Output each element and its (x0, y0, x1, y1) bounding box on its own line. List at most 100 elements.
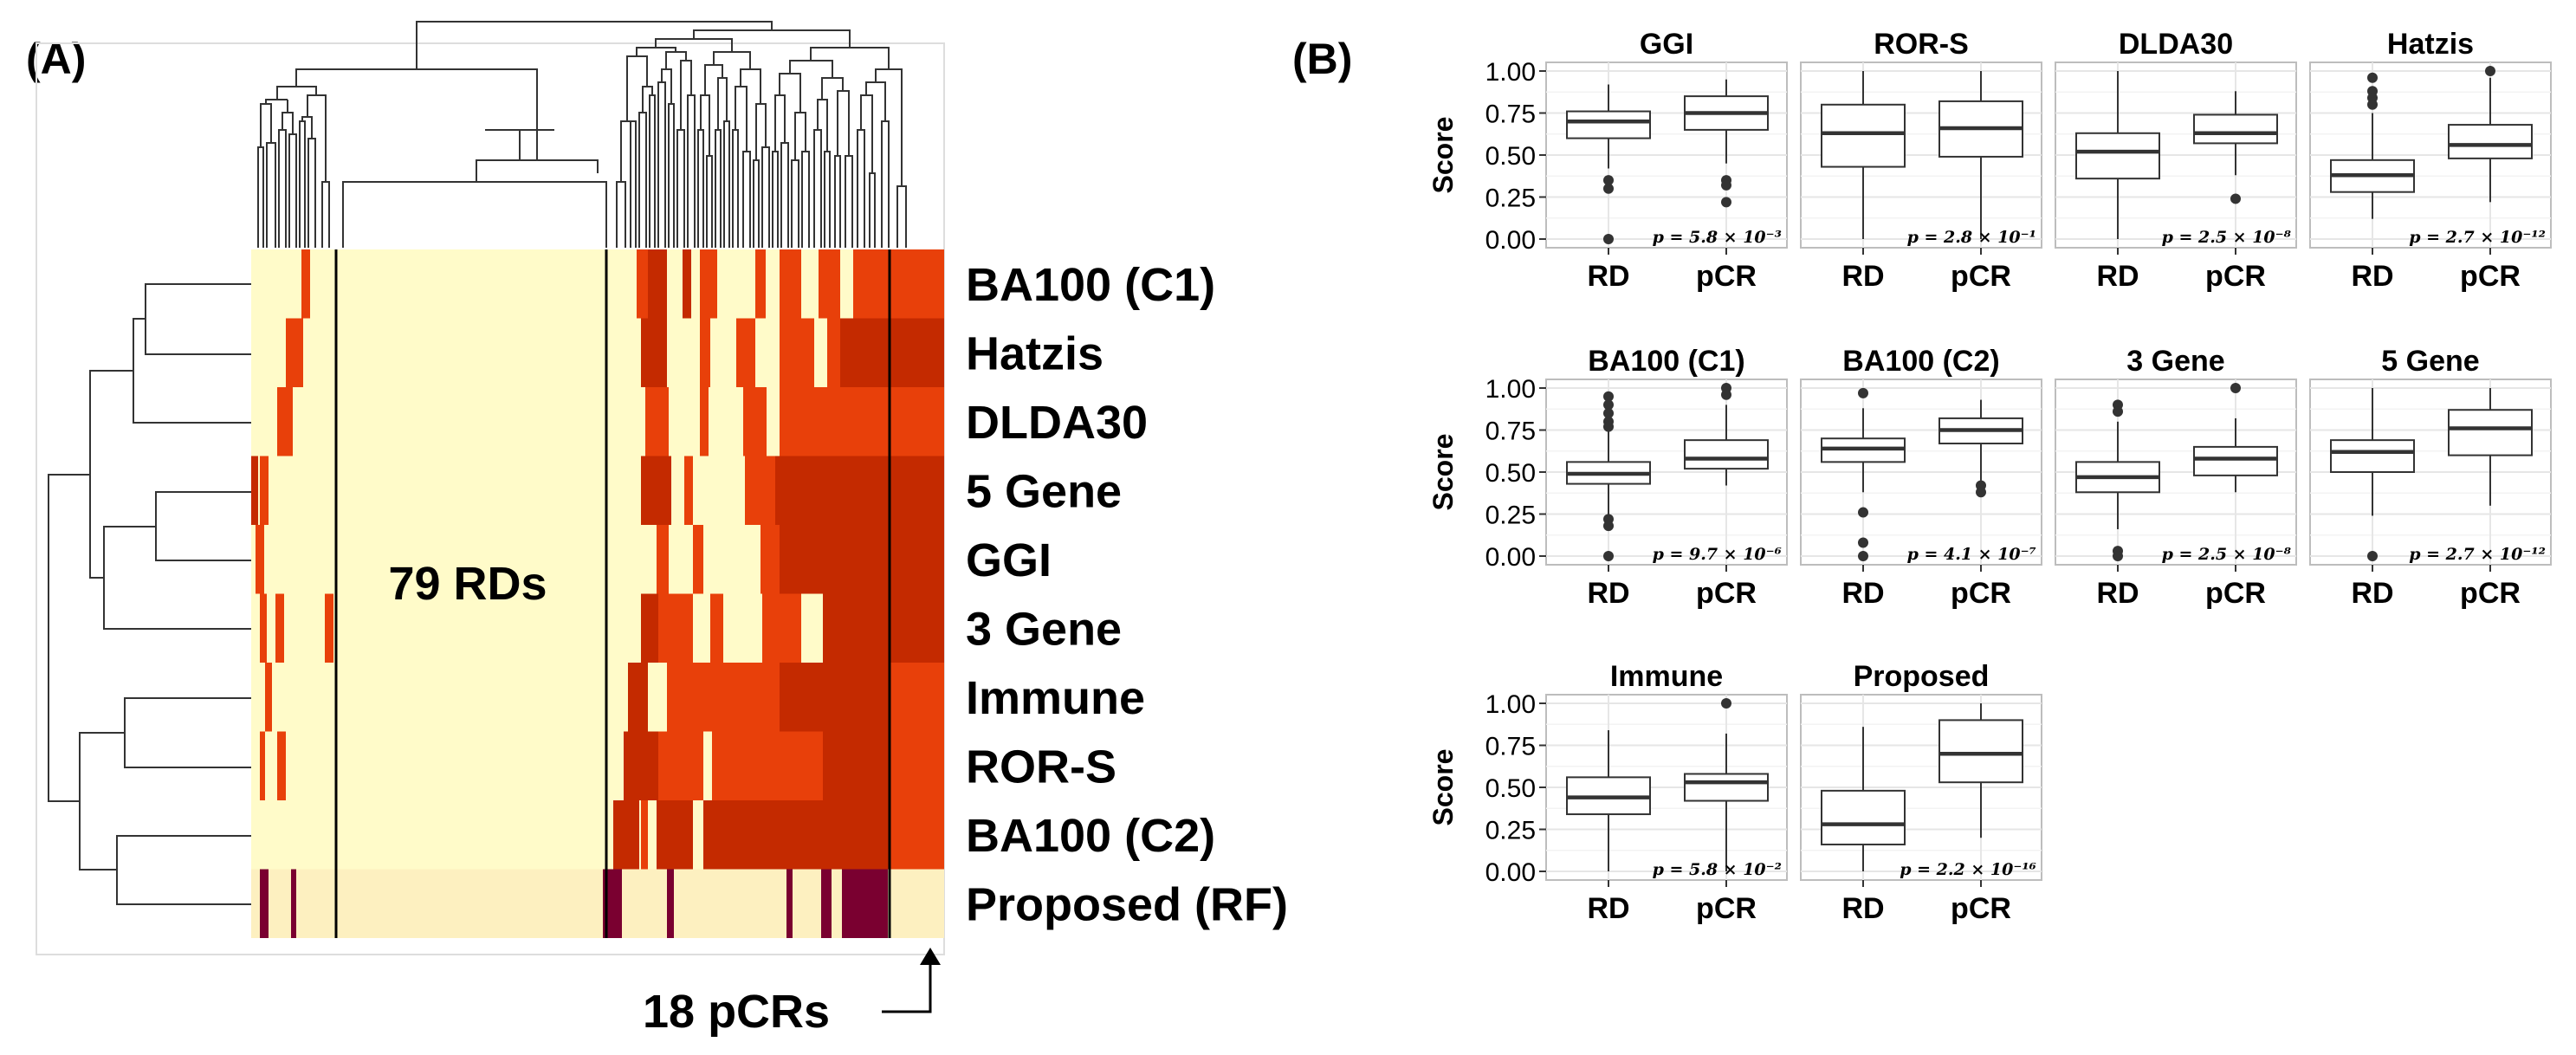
boxplot-facets: GGI 0.00 0.25 0.50 0.75 1.00 Score RD pCR p = 5.8… (1427, 28, 2552, 925)
heatmap-cell (256, 525, 264, 594)
outlier-point (1976, 487, 1986, 498)
heatmap-cell (821, 869, 832, 938)
heatmap-cell (251, 456, 258, 525)
heatmap-cell (260, 593, 267, 663)
facet-hatzis: Hatzis RD pCR p = 2.7 × 10⁻¹² (2309, 28, 2552, 293)
outlier-point (1721, 197, 1731, 208)
heatmap-cell (819, 249, 840, 319)
column-dendrogram-branch (715, 129, 722, 248)
y-tick-label: 0.50 (1485, 774, 1536, 803)
box-rd (1821, 103, 1906, 168)
heatmap-cell (700, 249, 717, 319)
y-tick-label: 0.25 (1485, 502, 1536, 530)
heatmap-cell (260, 731, 265, 800)
column-dendrogram-branch (321, 181, 330, 248)
column-dendrogram-branch (713, 51, 751, 69)
heatmap-cell (745, 456, 775, 525)
heatmap-cell (780, 663, 890, 732)
outlier-point (1603, 551, 1614, 561)
x-tick-label: pCR (2205, 577, 2266, 610)
heatmap-cell (260, 456, 269, 525)
p-value-annotation: p = 2.7 × 10⁻¹² (2409, 228, 2546, 247)
x-tick-label: pCR (2460, 260, 2521, 293)
column-dendrogram-branch (676, 129, 685, 248)
column-dendrogram-branch (657, 81, 666, 248)
heatmap-cell (657, 800, 693, 870)
column-dendrogram-branch (837, 90, 850, 156)
x-tick-label: RD (1841, 892, 1884, 925)
column-dendrogram-branch (257, 146, 264, 248)
heatmap-cell (853, 249, 890, 319)
heatmap-row-label: ROR-S (966, 741, 1116, 793)
x-tick-label: RD (1587, 577, 1629, 610)
column-dendrogram-branch (342, 181, 607, 248)
row-dendrogram-branch (89, 370, 133, 579)
heatmap-cell (301, 249, 310, 319)
facet-ba100-c1-: BA100 (C1) 0.00 0.25 0.50 0.75 1.00 Score RD pCR… (1427, 345, 1788, 610)
column-dendrogram-branch (810, 47, 890, 69)
rds-annotation: 79 RDs (388, 558, 547, 610)
outlier-point (2113, 551, 2123, 561)
p-value-annotation: p = 5.8 × 10⁻³ (1653, 228, 1782, 247)
column-dendrogram-branch (761, 146, 770, 248)
outlier-point (2367, 551, 2378, 561)
y-tick-label: 1.00 (1485, 690, 1536, 719)
column-dendrogram-branch (266, 142, 276, 248)
box-pcr (2448, 124, 2533, 159)
x-tick-label: RD (1587, 892, 1629, 925)
outlier-point (1858, 387, 1868, 398)
column-dendrogram-branch (416, 21, 773, 69)
column-dendrogram-branch (794, 112, 806, 160)
column-dendrogram-branch (661, 68, 672, 104)
column-dendrogram-branch (626, 55, 648, 121)
column-dendrogram-branch (649, 94, 656, 248)
p-value-annotation: p = 2.7 × 10⁻¹² (2409, 545, 2546, 564)
outlier-point (1603, 521, 1614, 532)
outlier-point (1858, 551, 1868, 561)
column-dendrogram-branch (697, 129, 704, 248)
heatmap-cell (657, 525, 669, 594)
heatmap-cell (780, 800, 819, 870)
y-tick-label: 0.75 (1485, 100, 1536, 129)
column-dendrogram-branch (260, 103, 272, 147)
facet-proposed: Proposed RD pCR p = 2.2 × 10⁻¹⁶ (1800, 660, 2042, 925)
column-dendrogram-branch (860, 94, 873, 173)
y-tick-label: 0.25 (1485, 817, 1536, 845)
heatmap-cell (275, 593, 284, 663)
heatmap-cell (890, 731, 944, 800)
column-dendrogram-branch (700, 94, 710, 156)
facet-ror-s: ROR-S RD pCR p = 2.8 × 10⁻¹ (1800, 28, 2042, 293)
heatmap-cell (755, 249, 766, 319)
heatmap-cell (700, 387, 709, 456)
y-tick-label: 0.00 (1485, 543, 1536, 572)
outlier-point (2367, 99, 2378, 110)
column-dendrogram-branch (687, 94, 696, 248)
box-pcr (1938, 719, 2023, 784)
heatmap-cell (645, 387, 669, 456)
p-value-annotation: p = 4.1 × 10⁻⁷ (1907, 545, 2036, 564)
column-dendrogram-branch (753, 159, 760, 248)
column-dendrogram-branch (638, 112, 647, 248)
p-value-annotation: p = 5.8 × 10⁻² (1653, 860, 1782, 879)
column-dendrogram-branch (789, 60, 833, 78)
heatmap-row-labels: BA100 (C1) Hatzis DLDA30 5 Gene GGI 3 Gene Imm… (966, 259, 1288, 931)
column-dendrogram-branch (896, 185, 907, 248)
column-dendrogram-branch (476, 159, 599, 182)
facet-title: BA100 (C1) (1588, 345, 1744, 378)
x-tick-label: pCR (1696, 260, 1757, 293)
column-dendrogram-branch (813, 129, 822, 248)
box-pcr (2193, 445, 2278, 476)
outlier-point (1603, 391, 1614, 402)
heatmap-cells (251, 249, 944, 938)
outlier-point (1858, 537, 1868, 548)
facet-ggi: GGI 0.00 0.25 0.50 0.75 1.00 Score RD pCR p = 5.8… (1427, 28, 1788, 293)
y-tick-label: 0.25 (1485, 184, 1536, 213)
heatmap-row-label: DLDA30 (966, 397, 1148, 449)
y-tick-label: 0.75 (1485, 733, 1536, 761)
facet-5-gene: 5 Gene RD pCR p = 2.7 × 10⁻¹² (2309, 345, 2552, 610)
column-dendrogram-branch (779, 73, 801, 113)
column-dendrogram-branch (801, 151, 810, 248)
heatmap-cell (684, 456, 693, 525)
y-tick-label: 0.75 (1485, 417, 1536, 446)
